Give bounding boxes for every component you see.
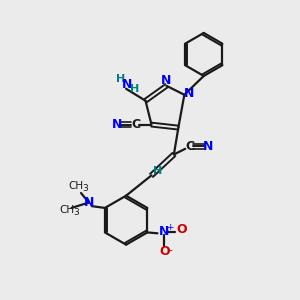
Text: 3: 3 <box>82 184 88 193</box>
Text: 3: 3 <box>74 208 79 217</box>
Text: N: N <box>184 87 195 100</box>
Text: C: C <box>185 140 194 153</box>
Text: N: N <box>160 74 171 87</box>
Text: N: N <box>159 225 170 238</box>
Text: N: N <box>203 140 213 153</box>
Text: O: O <box>159 245 170 258</box>
Text: H: H <box>130 84 140 94</box>
Text: CH: CH <box>59 205 74 215</box>
Text: O: O <box>176 223 187 236</box>
Text: N: N <box>112 118 122 131</box>
Text: +: + <box>166 223 173 232</box>
Text: C: C <box>131 118 140 131</box>
Text: N: N <box>122 78 132 91</box>
Text: -: - <box>168 245 172 255</box>
Text: N: N <box>84 196 94 209</box>
Text: H: H <box>153 166 163 176</box>
Text: H: H <box>116 74 125 84</box>
Text: CH: CH <box>68 182 83 191</box>
